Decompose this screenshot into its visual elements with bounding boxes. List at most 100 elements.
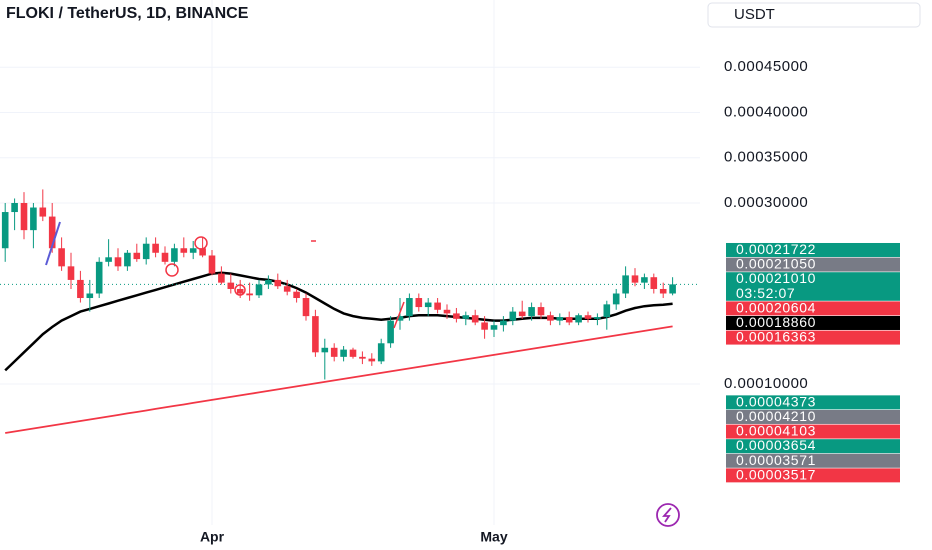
candle-body bbox=[453, 313, 460, 319]
icon-bolt[interactable] bbox=[662, 507, 672, 523]
price-badge bbox=[726, 395, 900, 410]
candle-body bbox=[142, 243, 150, 260]
candle-body bbox=[171, 248, 178, 262]
candle-body bbox=[48, 216, 56, 249]
candle-body bbox=[86, 293, 94, 299]
price-badge-label: 0.00018860 bbox=[736, 314, 816, 330]
candle-body bbox=[274, 279, 282, 287]
candle-body bbox=[189, 248, 197, 253]
candle-body bbox=[180, 248, 188, 253]
candle-body bbox=[377, 343, 385, 362]
candle-body bbox=[161, 252, 169, 262]
price-badge bbox=[726, 242, 900, 257]
price-labels: 0.00045000 0.00040000 0.00035000 0.00030000… bbox=[200, 58, 900, 545]
candle-body bbox=[659, 288, 667, 294]
price-badge-label: 0.00021050 bbox=[736, 256, 816, 272]
currency-label[interactable]: USDT bbox=[734, 6, 775, 23]
x-tick-label: Apr bbox=[200, 529, 225, 545]
candle-body bbox=[133, 252, 141, 260]
candle-body bbox=[218, 273, 225, 283]
candle-body bbox=[443, 309, 451, 314]
annotation-circle bbox=[234, 284, 246, 296]
candle-body bbox=[1, 212, 9, 249]
price-badge bbox=[726, 439, 900, 454]
candle-body bbox=[424, 302, 432, 308]
candle-body bbox=[650, 277, 658, 289]
y-tick-label: 0.00010000 bbox=[724, 375, 808, 392]
moving-average bbox=[5, 325, 673, 434]
y-tick-label: 0.00030000 bbox=[724, 194, 808, 211]
candle-body bbox=[227, 282, 235, 289]
candle-body bbox=[283, 286, 291, 292]
candle-body bbox=[537, 307, 545, 316]
candle-body bbox=[556, 317, 564, 321]
candle-body bbox=[114, 257, 122, 267]
chart-title: FLOKI / TetherUS, 1D, BINANCE bbox=[6, 5, 249, 22]
price-badge bbox=[726, 409, 900, 424]
candle-body bbox=[349, 349, 357, 357]
candle-body bbox=[330, 347, 338, 357]
currency-button[interactable] bbox=[707, 2, 921, 28]
candle-body bbox=[603, 304, 611, 318]
candle-body bbox=[368, 358, 376, 362]
candle-body bbox=[20, 202, 28, 231]
price-badge-label: 0.00004210 bbox=[736, 408, 816, 424]
drawing-line bbox=[393, 301, 405, 329]
candle-body bbox=[312, 316, 319, 353]
candle-body bbox=[67, 266, 75, 280]
candle-body bbox=[575, 315, 582, 323]
candle-body bbox=[387, 320, 394, 344]
candle-body bbox=[208, 255, 216, 274]
candle-body bbox=[669, 284, 676, 294]
candle-body bbox=[302, 298, 310, 317]
price-badge-label: 0.00003571 bbox=[736, 452, 816, 468]
candle-body bbox=[415, 298, 423, 308]
candle-body bbox=[105, 257, 112, 262]
candle-body bbox=[95, 261, 103, 294]
candle-body bbox=[547, 315, 554, 321]
candle-body bbox=[255, 284, 263, 296]
candle-body bbox=[293, 291, 300, 299]
candle-body bbox=[30, 207, 37, 231]
price-badge bbox=[726, 468, 900, 483]
candle-body bbox=[584, 315, 592, 319]
plot bbox=[0, 189, 700, 434]
candle-body bbox=[396, 316, 404, 321]
candle-body bbox=[641, 277, 648, 283]
candle-body bbox=[490, 325, 498, 330]
drawing-line bbox=[45, 221, 61, 266]
price-badge bbox=[726, 301, 900, 316]
y-tick-label: 0.00040000 bbox=[724, 103, 808, 120]
candle-body bbox=[471, 315, 479, 323]
candle-body bbox=[359, 356, 366, 359]
price-badge-label: 0.00003517 bbox=[736, 466, 816, 482]
price-badge-label: 0.00004373 bbox=[736, 393, 816, 409]
lightning-icon[interactable] bbox=[656, 503, 680, 527]
candle-body bbox=[518, 311, 526, 317]
y-tick-label: 0.00035000 bbox=[724, 149, 808, 166]
price-badge-label: 0.00021010 bbox=[736, 270, 816, 286]
candle-body bbox=[77, 279, 84, 299]
candle-body bbox=[11, 202, 18, 213]
icon-circle[interactable] bbox=[656, 503, 680, 527]
y-tick-label: 0.00045000 bbox=[724, 58, 808, 75]
candle-body bbox=[265, 279, 272, 285]
countdown: 03:52:07 bbox=[736, 285, 795, 301]
candle-body bbox=[152, 243, 159, 253]
candle-body bbox=[434, 302, 441, 310]
candle-body bbox=[612, 293, 620, 305]
candle-body bbox=[594, 317, 601, 319]
price-badge-label: 0.00020604 bbox=[736, 299, 816, 315]
x-tick-label: May bbox=[480, 529, 507, 545]
candle-body bbox=[631, 275, 639, 283]
price-badge bbox=[726, 272, 900, 301]
candle-body bbox=[58, 248, 65, 267]
price-badge-label: 0.00004103 bbox=[736, 423, 816, 439]
candle-body bbox=[528, 307, 535, 317]
price-badge-label: 0.00021722 bbox=[736, 241, 816, 257]
candle-body bbox=[321, 347, 329, 353]
price-badge bbox=[726, 257, 900, 272]
candle-body bbox=[340, 349, 347, 357]
candle-body bbox=[236, 288, 244, 294]
